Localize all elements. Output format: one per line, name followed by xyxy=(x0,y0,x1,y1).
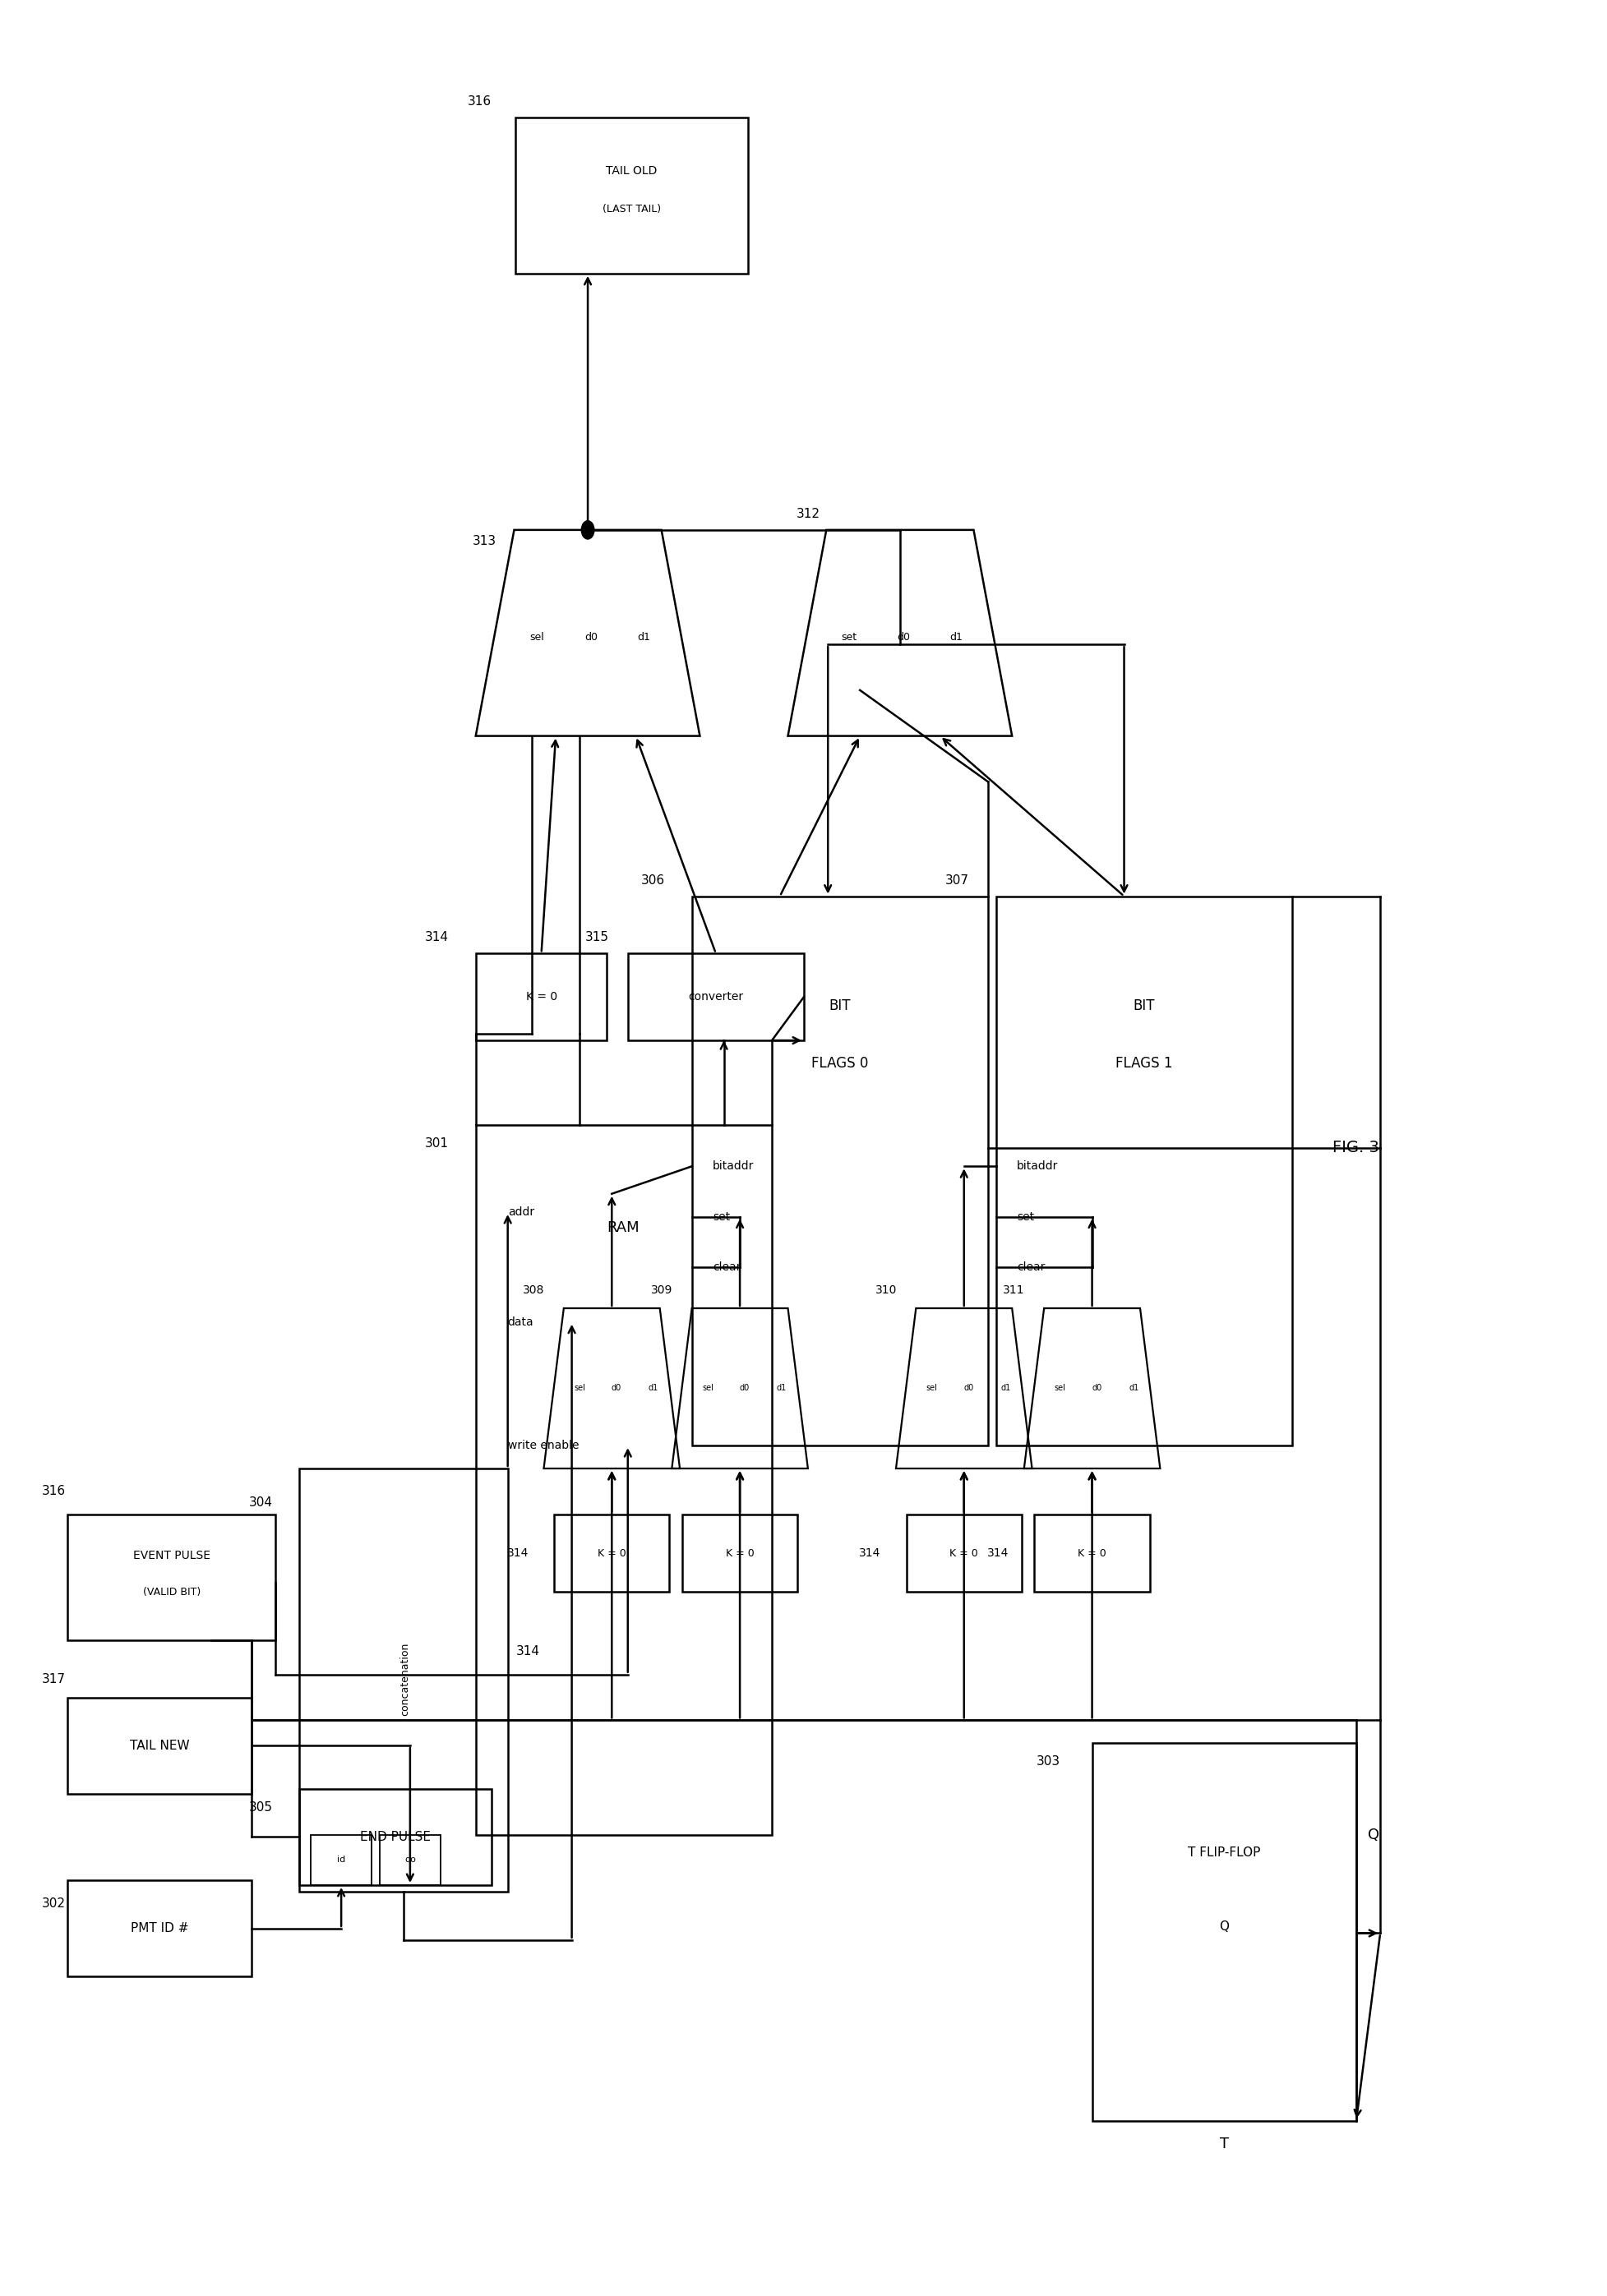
Bar xyxy=(476,953,607,1040)
Bar xyxy=(379,1835,440,1885)
Text: FLAGS 1: FLAGS 1 xyxy=(1115,1056,1172,1070)
Text: K = 0: K = 0 xyxy=(1077,1548,1106,1559)
Text: PMT ID #: PMT ID # xyxy=(130,1922,188,1936)
Text: d1: d1 xyxy=(648,1384,659,1391)
Text: 303: 303 xyxy=(1035,1756,1059,1768)
Text: T: T xyxy=(1220,2135,1228,2151)
Text: EVENT PULSE: EVENT PULSE xyxy=(133,1550,211,1561)
Bar xyxy=(906,1515,1020,1591)
Text: 317: 317 xyxy=(42,1674,66,1685)
Text: d1: d1 xyxy=(1128,1384,1138,1391)
Text: sel: sel xyxy=(574,1384,585,1391)
Text: d0: d0 xyxy=(1091,1384,1101,1391)
Bar xyxy=(1091,1743,1356,2122)
Text: K = 0: K = 0 xyxy=(525,992,556,1003)
Text: TAIL OLD: TAIL OLD xyxy=(606,165,657,177)
Bar xyxy=(67,1697,251,1793)
Text: addr: addr xyxy=(508,1205,534,1217)
Bar xyxy=(67,1880,251,1977)
Text: bitaddr: bitaddr xyxy=(712,1159,754,1171)
Bar xyxy=(627,953,804,1040)
Text: set: set xyxy=(1016,1210,1033,1221)
Text: BIT: BIT xyxy=(829,999,850,1013)
Text: set: set xyxy=(840,631,857,643)
Text: clear: clear xyxy=(712,1261,741,1272)
Text: clear: clear xyxy=(1016,1261,1045,1272)
Text: RAM: RAM xyxy=(606,1221,640,1235)
Text: 312: 312 xyxy=(795,507,820,521)
Text: TAIL NEW: TAIL NEW xyxy=(130,1740,190,1752)
Text: d0: d0 xyxy=(963,1384,974,1391)
Text: d0: d0 xyxy=(583,631,598,643)
Text: 314: 314 xyxy=(424,932,448,944)
Circle shape xyxy=(582,521,595,540)
Text: concatenation: concatenation xyxy=(400,1642,410,1715)
Text: 313: 313 xyxy=(472,535,497,546)
Bar xyxy=(476,1125,771,1835)
Text: 314: 314 xyxy=(987,1548,1008,1559)
Bar xyxy=(995,895,1292,1446)
Text: id: id xyxy=(337,1855,346,1864)
Text: 307: 307 xyxy=(945,875,969,886)
Text: d0: d0 xyxy=(739,1384,749,1391)
Text: K = 0: K = 0 xyxy=(950,1548,977,1559)
Text: d0: d0 xyxy=(611,1384,622,1391)
Bar xyxy=(1033,1515,1149,1591)
Text: 316: 316 xyxy=(468,96,492,108)
Bar xyxy=(681,1515,797,1591)
Text: write enable: write enable xyxy=(508,1440,579,1451)
Text: set: set xyxy=(712,1210,730,1221)
Text: END PULSE: END PULSE xyxy=(360,1830,431,1844)
Text: d1: d1 xyxy=(1000,1384,1011,1391)
Text: Q: Q xyxy=(1368,1828,1379,1841)
Text: FIG. 3: FIG. 3 xyxy=(1332,1141,1379,1155)
Text: 309: 309 xyxy=(651,1283,672,1295)
Text: 314: 314 xyxy=(516,1646,540,1658)
Text: d1: d1 xyxy=(776,1384,786,1391)
Text: converter: converter xyxy=(688,992,742,1003)
Text: 315: 315 xyxy=(585,932,609,944)
Text: 311: 311 xyxy=(1003,1283,1024,1295)
Bar xyxy=(299,1789,492,1885)
Text: data: data xyxy=(508,1316,534,1327)
Text: K = 0: K = 0 xyxy=(598,1548,625,1559)
Bar xyxy=(67,1515,275,1639)
Text: 308: 308 xyxy=(522,1283,545,1295)
Text: FLAGS 0: FLAGS 0 xyxy=(812,1056,868,1070)
Bar xyxy=(299,1469,508,1892)
Text: (LAST TAIL): (LAST TAIL) xyxy=(603,204,660,216)
Text: sel: sel xyxy=(529,631,543,643)
Text: 302: 302 xyxy=(42,1896,66,1910)
Bar xyxy=(554,1515,669,1591)
Text: d1: d1 xyxy=(950,631,963,643)
Text: Q: Q xyxy=(1218,1919,1228,1933)
Text: d0: d0 xyxy=(897,631,910,643)
Text: 310: 310 xyxy=(874,1283,897,1295)
Text: sel: sel xyxy=(702,1384,714,1391)
Text: T FLIP-FLOP: T FLIP-FLOP xyxy=(1188,1846,1260,1860)
Bar xyxy=(516,117,747,273)
Text: 305: 305 xyxy=(249,1800,272,1814)
Text: do: do xyxy=(405,1855,416,1864)
Text: (VALID BIT): (VALID BIT) xyxy=(143,1587,201,1598)
Bar xyxy=(310,1835,371,1885)
Text: d1: d1 xyxy=(636,631,649,643)
Text: sel: sel xyxy=(926,1384,937,1391)
Text: BIT: BIT xyxy=(1133,999,1154,1013)
Bar xyxy=(691,895,988,1446)
Text: bitaddr: bitaddr xyxy=(1016,1159,1057,1171)
Text: 306: 306 xyxy=(640,875,664,886)
Text: 314: 314 xyxy=(858,1548,881,1559)
Text: K = 0: K = 0 xyxy=(725,1548,754,1559)
Text: sel: sel xyxy=(1054,1384,1065,1391)
Text: 304: 304 xyxy=(249,1497,272,1508)
Text: 301: 301 xyxy=(424,1137,448,1150)
Text: 314: 314 xyxy=(506,1548,529,1559)
Text: 316: 316 xyxy=(42,1486,66,1497)
